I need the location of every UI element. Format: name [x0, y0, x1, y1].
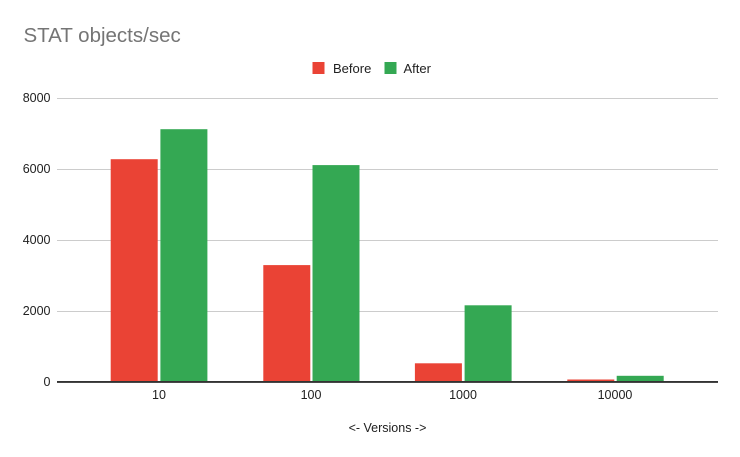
svg-text:0: 0 — [44, 375, 51, 389]
svg-text:After: After — [404, 61, 432, 76]
svg-text:6000: 6000 — [23, 162, 51, 176]
svg-text:<- Versions ->: <- Versions -> — [349, 421, 427, 435]
svg-text:1000: 1000 — [449, 388, 477, 402]
svg-text:2000: 2000 — [23, 304, 51, 318]
svg-text:STAT objects/sec: STAT objects/sec — [24, 24, 181, 47]
svg-text:8000: 8000 — [23, 91, 51, 105]
svg-text:4000: 4000 — [23, 233, 51, 247]
svg-text:100: 100 — [301, 388, 322, 402]
svg-text:10000: 10000 — [598, 388, 633, 402]
svg-text:Before: Before — [333, 61, 371, 76]
svg-text:10: 10 — [152, 388, 166, 402]
